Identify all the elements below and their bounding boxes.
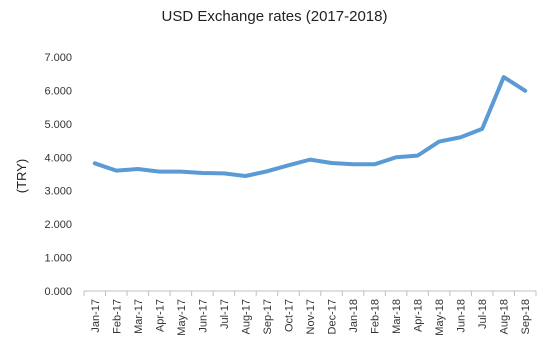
x-tick-label: Feb-17 xyxy=(111,299,123,334)
x-tick-label: Jul-17 xyxy=(219,299,231,329)
data-point xyxy=(481,128,483,130)
y-tick-label: 5.000 xyxy=(44,119,72,131)
data-point xyxy=(417,155,419,157)
y-tick-label: 6.000 xyxy=(44,85,72,97)
data-point xyxy=(94,162,96,164)
data-point xyxy=(395,156,397,158)
y-tick-label: 4.000 xyxy=(44,152,72,164)
x-tick-label: Nov-17 xyxy=(305,299,317,334)
data-point xyxy=(374,163,376,165)
x-tick-label: Jan-17 xyxy=(90,299,102,333)
series-line xyxy=(92,75,528,179)
x-tick-label: Aug-17 xyxy=(240,299,252,334)
x-tick-label: Apr-17 xyxy=(154,299,166,332)
data-point xyxy=(158,171,160,173)
x-tick-label: Sep-17 xyxy=(262,299,274,334)
x-tick-label: Jun-18 xyxy=(456,299,468,333)
data-point xyxy=(180,171,182,173)
data-point xyxy=(460,136,462,138)
x-tick-label: Aug-18 xyxy=(499,299,511,334)
y-tick-label: 1.000 xyxy=(44,253,72,265)
data-point xyxy=(201,172,203,174)
x-tick-label: Jul-18 xyxy=(477,299,489,329)
data-point xyxy=(309,159,311,161)
y-tick-label: 3.000 xyxy=(44,186,72,198)
data-point xyxy=(244,175,246,177)
data-point xyxy=(503,76,505,78)
data-point xyxy=(438,141,440,143)
y-tick-label: 7.000 xyxy=(44,52,72,64)
data-point xyxy=(137,168,139,170)
x-tick-label: Sep-18 xyxy=(520,299,532,334)
x-axis-ticks: Jan-17 Feb-17 Mar-17 Apr-17 May-17 Jun-17 Jul-… xyxy=(83,291,537,336)
x-tick-label: Jan-18 xyxy=(348,299,360,333)
data-point xyxy=(266,170,268,172)
data-point xyxy=(115,170,117,172)
x-tick-label: Oct-17 xyxy=(283,299,295,332)
x-tick-label: Jun-17 xyxy=(197,299,209,333)
y-tick-label: 0.000 xyxy=(44,286,72,298)
y-axis-ticks: 0.000 1.000 2.000 3.000 4.000 5.000 6.000 7.000 xyxy=(44,52,72,298)
x-tick-label: Feb-18 xyxy=(370,299,382,334)
chart-title: USD Exchange rates (2017-2018) xyxy=(161,8,388,25)
data-point xyxy=(524,90,526,92)
x-tick-label: Dec-17 xyxy=(327,299,339,334)
x-tick-label: Mar-18 xyxy=(391,299,403,334)
x-tick-label: Mar-17 xyxy=(133,299,145,334)
series-group xyxy=(92,75,528,179)
x-tick-label: May-17 xyxy=(176,299,188,336)
x-tick-label: Apr-18 xyxy=(413,299,425,332)
data-point xyxy=(331,162,333,164)
data-point xyxy=(287,164,289,166)
y-tick-label: 2.000 xyxy=(44,219,72,231)
data-point xyxy=(352,163,354,165)
x-tick-label: May-18 xyxy=(434,299,446,336)
data-point xyxy=(223,172,225,174)
